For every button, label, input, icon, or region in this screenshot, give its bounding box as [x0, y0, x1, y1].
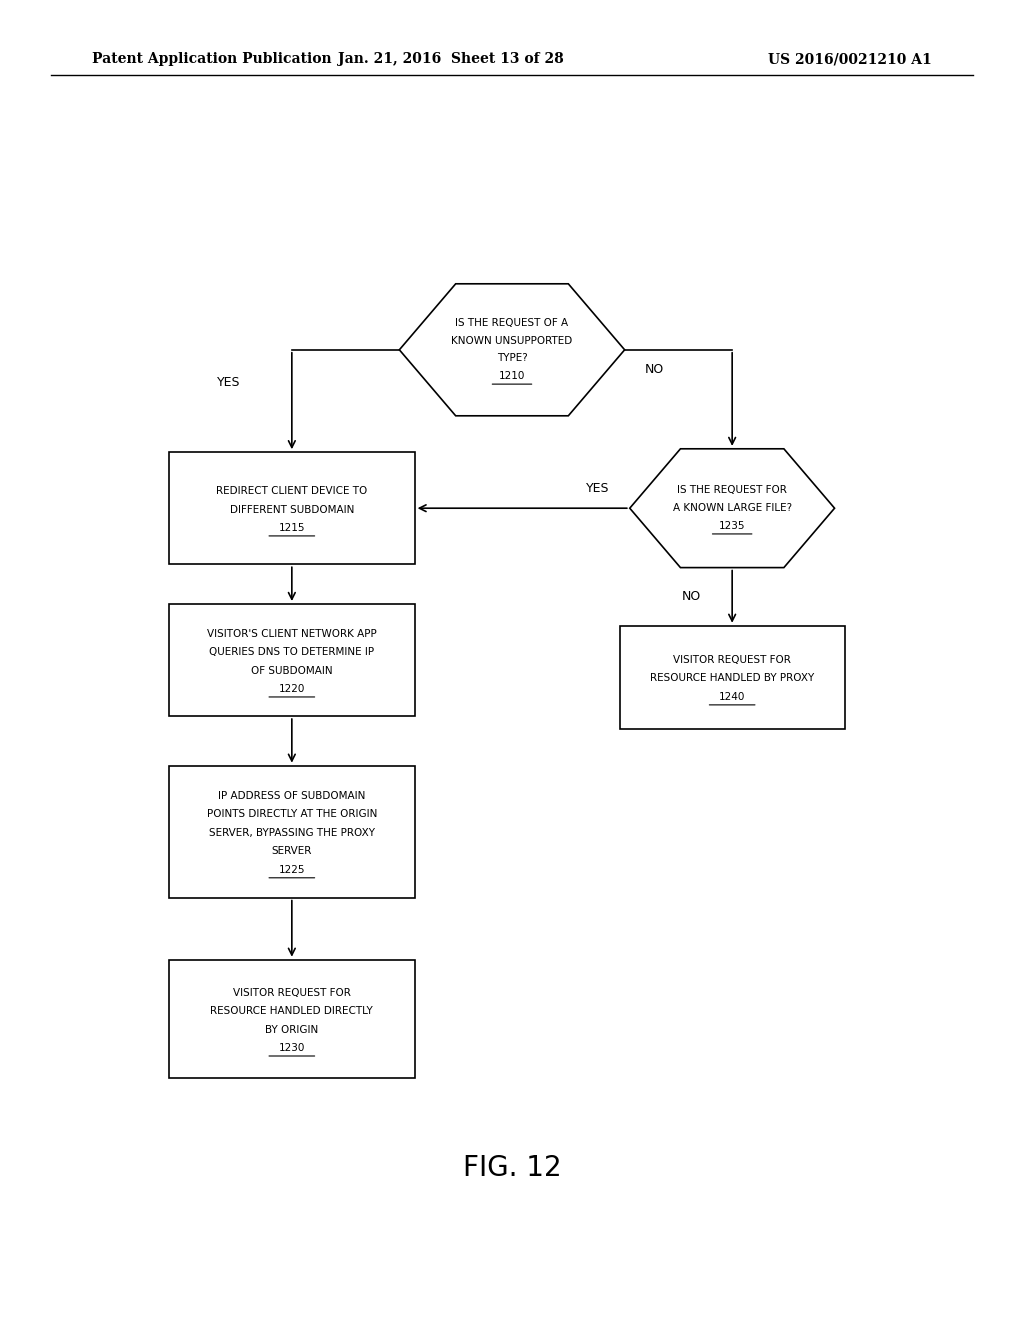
- Text: YES: YES: [586, 482, 609, 495]
- Text: IS THE REQUEST FOR: IS THE REQUEST FOR: [677, 486, 787, 495]
- Bar: [169, 960, 415, 1078]
- Text: FIG. 12: FIG. 12: [463, 1154, 561, 1183]
- Text: KNOWN UNSUPPORTED: KNOWN UNSUPPORTED: [452, 335, 572, 346]
- Text: 1215: 1215: [279, 523, 305, 533]
- Text: 1210: 1210: [499, 371, 525, 381]
- Text: RESOURCE HANDLED DIRECTLY: RESOURCE HANDLED DIRECTLY: [211, 1006, 373, 1016]
- Text: Patent Application Publication: Patent Application Publication: [92, 53, 332, 66]
- Text: US 2016/0021210 A1: US 2016/0021210 A1: [768, 53, 932, 66]
- Text: Jan. 21, 2016  Sheet 13 of 28: Jan. 21, 2016 Sheet 13 of 28: [338, 53, 563, 66]
- Text: OF SUBDOMAIN: OF SUBDOMAIN: [251, 665, 333, 676]
- Polygon shape: [630, 449, 835, 568]
- Text: 1225: 1225: [279, 865, 305, 875]
- Text: BY ORIGIN: BY ORIGIN: [265, 1024, 318, 1035]
- Text: 1235: 1235: [719, 521, 745, 531]
- Text: VISITOR'S CLIENT NETWORK APP: VISITOR'S CLIENT NETWORK APP: [207, 628, 377, 639]
- Text: NO: NO: [682, 590, 701, 603]
- Text: SERVER: SERVER: [271, 846, 312, 857]
- Text: NO: NO: [645, 363, 665, 376]
- Text: REDIRECT CLIENT DEVICE TO: REDIRECT CLIENT DEVICE TO: [216, 486, 368, 496]
- Text: DIFFERENT SUBDOMAIN: DIFFERENT SUBDOMAIN: [229, 504, 354, 515]
- Bar: [169, 766, 415, 898]
- Text: IP ADDRESS OF SUBDOMAIN: IP ADDRESS OF SUBDOMAIN: [218, 791, 366, 801]
- Text: VISITOR REQUEST FOR: VISITOR REQUEST FOR: [232, 987, 351, 998]
- Text: POINTS DIRECTLY AT THE ORIGIN: POINTS DIRECTLY AT THE ORIGIN: [207, 809, 377, 820]
- Text: YES: YES: [217, 376, 241, 389]
- Bar: [169, 451, 415, 565]
- Text: VISITOR REQUEST FOR: VISITOR REQUEST FOR: [673, 655, 792, 665]
- Bar: [169, 605, 415, 715]
- Text: QUERIES DNS TO DETERMINE IP: QUERIES DNS TO DETERMINE IP: [209, 647, 375, 657]
- Text: TYPE?: TYPE?: [497, 352, 527, 363]
- Text: RESOURCE HANDLED BY PROXY: RESOURCE HANDLED BY PROXY: [650, 673, 814, 684]
- Bar: [620, 626, 845, 729]
- Text: A KNOWN LARGE FILE?: A KNOWN LARGE FILE?: [673, 503, 792, 512]
- Text: IS THE REQUEST OF A: IS THE REQUEST OF A: [456, 318, 568, 329]
- Polygon shape: [399, 284, 625, 416]
- Text: 1240: 1240: [719, 692, 745, 702]
- Text: SERVER, BYPASSING THE PROXY: SERVER, BYPASSING THE PROXY: [209, 828, 375, 838]
- Text: 1220: 1220: [279, 684, 305, 694]
- Text: 1230: 1230: [279, 1043, 305, 1053]
